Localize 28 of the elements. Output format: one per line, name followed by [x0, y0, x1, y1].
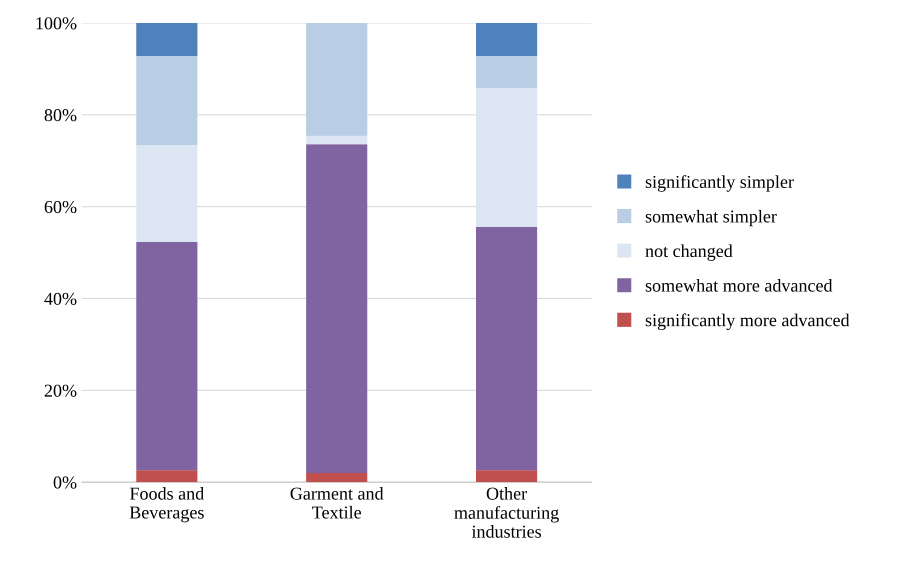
y-tick-label: 20%: [44, 384, 76, 397]
bar: [476, 56, 538, 88]
y-tick-label: 60%: [44, 200, 76, 214]
y-tick-label: 40%: [44, 292, 76, 305]
bar: [136, 242, 198, 470]
bar: [136, 470, 198, 482]
y-tick-label: 100%: [36, 17, 76, 30]
bar: [306, 144, 368, 473]
bar: [476, 88, 538, 227]
legend-label: somewhat simpler: [646, 210, 777, 226]
legend-label: significantly more advanced: [646, 313, 850, 330]
bar: [136, 145, 198, 242]
bar: [476, 470, 538, 482]
x-tick-label: Foods and Beverages: [130, 487, 204, 522]
bar: [306, 22, 368, 136]
bar: [136, 22, 198, 56]
bar: [306, 136, 368, 144]
bar: [476, 22, 538, 56]
legend-label: somewhat more advanced: [646, 278, 832, 292]
bar: [476, 226, 538, 470]
bar: [306, 472, 368, 482]
legend-label: not changed: [645, 244, 733, 261]
x-tick-label: Other manufacturing industries: [454, 487, 559, 538]
x-tick-label: Garment and Textile: [290, 487, 384, 519]
y-tick-label: 80%: [44, 109, 76, 122]
legend-label: significantly simpler: [646, 175, 794, 192]
bar: [136, 56, 198, 146]
y-tick-label: 0%: [54, 476, 76, 489]
